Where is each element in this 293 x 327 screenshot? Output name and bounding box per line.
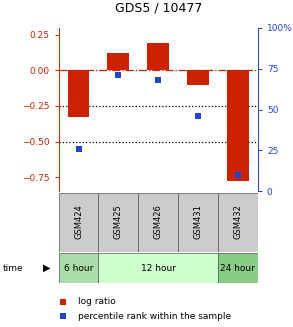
Bar [218, 253, 258, 283]
Text: ▶: ▶ [43, 263, 51, 273]
Point [76, 146, 81, 151]
Bar [138, 193, 178, 252]
Text: GSM424: GSM424 [74, 204, 83, 239]
Point [156, 77, 161, 83]
Bar [98, 193, 138, 252]
Text: percentile rank within the sample: percentile rank within the sample [78, 312, 231, 321]
Text: 12 hour: 12 hour [141, 264, 176, 273]
Text: 6 hour: 6 hour [64, 264, 93, 273]
Bar [147, 43, 169, 70]
Text: log ratio: log ratio [78, 297, 115, 306]
Bar [59, 253, 98, 283]
Bar [218, 193, 258, 252]
Bar [108, 53, 129, 70]
Text: GSM425: GSM425 [114, 204, 123, 239]
Bar [98, 253, 218, 283]
Bar [68, 70, 89, 117]
Text: 24 hour: 24 hour [220, 264, 255, 273]
Point [60, 314, 65, 319]
Bar [59, 193, 98, 252]
Text: GDS5 / 10477: GDS5 / 10477 [115, 2, 202, 15]
Bar [178, 193, 218, 252]
Point [116, 73, 121, 78]
Text: GSM431: GSM431 [194, 204, 202, 239]
Bar [187, 70, 209, 85]
Text: GSM426: GSM426 [154, 204, 163, 239]
Text: GSM432: GSM432 [234, 204, 242, 239]
Point [236, 172, 240, 178]
Bar [227, 70, 249, 181]
Point [60, 299, 65, 304]
Text: time: time [3, 264, 23, 273]
Point [196, 113, 200, 119]
